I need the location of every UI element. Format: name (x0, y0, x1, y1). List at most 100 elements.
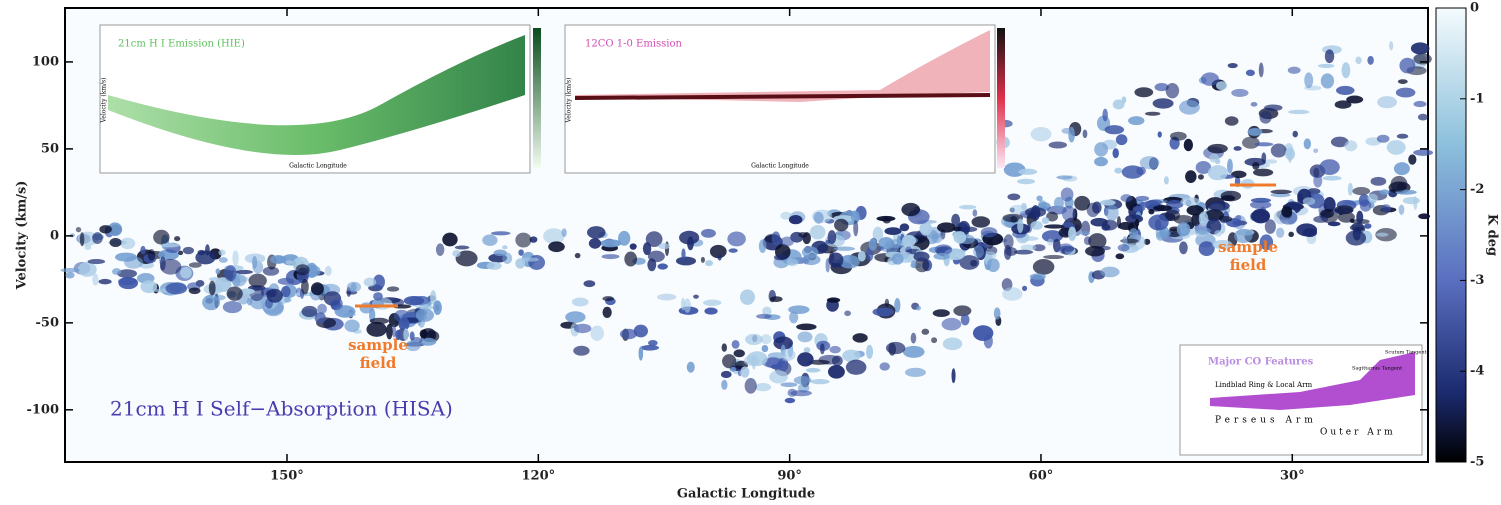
absorption-blob (1252, 168, 1274, 177)
inset-label: Perseus Arm (1215, 416, 1317, 426)
absorption-blob (528, 255, 546, 270)
absorption-blob (629, 243, 637, 250)
absorption-blob (1264, 159, 1278, 164)
absorption-blob (1115, 134, 1128, 146)
absorption-blob (808, 359, 830, 365)
absorption-blob (786, 258, 799, 267)
absorption-blob (602, 296, 614, 302)
absorption-blob (300, 278, 309, 295)
absorption-blob (1212, 239, 1233, 250)
absorption-blob (728, 248, 738, 253)
absorption-blob (1302, 228, 1318, 238)
absorption-blob (222, 301, 243, 314)
absorption-blob (845, 359, 867, 375)
annotation: sample field (1218, 238, 1278, 274)
absorption-blob (1313, 148, 1319, 154)
absorption-blob (1102, 108, 1108, 122)
absorption-blob (160, 243, 180, 248)
absorption-blob (317, 303, 327, 315)
absorption-blob (784, 397, 796, 404)
absorption-blob (1090, 217, 1108, 227)
absorption-blob (588, 238, 602, 249)
absorption-blob (809, 225, 826, 240)
absorption-blob (805, 367, 821, 373)
absorption-blob (827, 364, 845, 379)
absorption-blob (709, 244, 727, 259)
absorption-blob (1209, 153, 1220, 163)
absorption-blob (1112, 99, 1125, 110)
absorption-blob (959, 255, 980, 270)
absorption-blob (248, 273, 267, 288)
absorption-blob (1393, 162, 1410, 176)
absorption-blob (760, 334, 772, 345)
colorbar-tick-label: -5 (1470, 455, 1484, 470)
absorption-blob (1245, 69, 1255, 77)
absorption-blob (182, 246, 195, 255)
absorption-blob (1390, 175, 1408, 192)
absorption-blob (455, 250, 478, 267)
absorption-blob (951, 213, 961, 227)
x-tick-label: 120° (522, 469, 556, 484)
absorption-blob (1288, 231, 1294, 238)
absorption-blob (1270, 143, 1287, 158)
absorption-blob (147, 249, 156, 261)
absorption-blob (1136, 166, 1146, 176)
absorption-blob (1284, 147, 1296, 161)
absorption-blob (1197, 174, 1204, 180)
absorption-blob (960, 314, 970, 326)
absorption-blob (933, 252, 950, 260)
absorption-blob (1047, 238, 1054, 246)
y-axis-label: Velocity (km/s) (15, 181, 30, 291)
absorption-blob (1386, 140, 1406, 155)
absorption-blob (435, 243, 445, 257)
inset-label: Outer Arm (1320, 428, 1396, 438)
absorption-blob (232, 250, 239, 266)
absorption-blob (827, 230, 837, 245)
chart-title: 21cm H I Self−Absorption (HISA) (110, 397, 453, 421)
absorption-blob (1082, 129, 1088, 139)
absorption-blob (1112, 148, 1119, 159)
absorption-blob (1231, 88, 1249, 97)
absorption-blob (853, 220, 859, 237)
absorption-blob (515, 232, 532, 248)
absorption-blob (1356, 210, 1364, 224)
absorption-blob (789, 311, 799, 324)
absorption-blob (239, 288, 255, 295)
absorption-blob (769, 296, 783, 303)
absorption-blob (1157, 131, 1162, 138)
absorption-blob (430, 290, 437, 305)
inset-colorbar (533, 28, 541, 168)
absorption-blob (1287, 66, 1301, 74)
absorption-blob (1195, 160, 1212, 175)
annotation: sample field (348, 336, 408, 372)
absorption-blob (1234, 228, 1253, 244)
absorption-blob (902, 345, 925, 358)
absorption-blob (754, 383, 772, 392)
absorption-blob (931, 233, 943, 244)
absorption-blob (1302, 197, 1316, 206)
absorption-blob (1088, 233, 1107, 249)
absorption-blob (224, 265, 237, 282)
absorption-blob (1250, 102, 1258, 107)
absorption-blob (452, 249, 461, 258)
absorption-blob (1164, 209, 1181, 222)
absorption-blob (246, 297, 253, 306)
absorption-blob (1048, 141, 1068, 149)
absorption-blob (120, 237, 136, 250)
absorption-blob (1125, 214, 1144, 224)
absorption-blob (743, 355, 760, 366)
absorption-blob (758, 239, 767, 253)
absorption-blob (633, 324, 648, 338)
absorption-blob (1176, 222, 1191, 237)
absorption-blob (704, 307, 718, 315)
absorption-blob (218, 249, 226, 256)
absorption-blob (910, 332, 917, 344)
absorption-blob (1247, 127, 1263, 136)
absorption-blob (205, 244, 210, 256)
absorption-blob (1060, 187, 1074, 202)
inset-colorbar (997, 28, 1005, 168)
absorption-blob (1179, 241, 1188, 255)
absorption-blob (700, 228, 716, 238)
absorption-blob (798, 231, 808, 238)
